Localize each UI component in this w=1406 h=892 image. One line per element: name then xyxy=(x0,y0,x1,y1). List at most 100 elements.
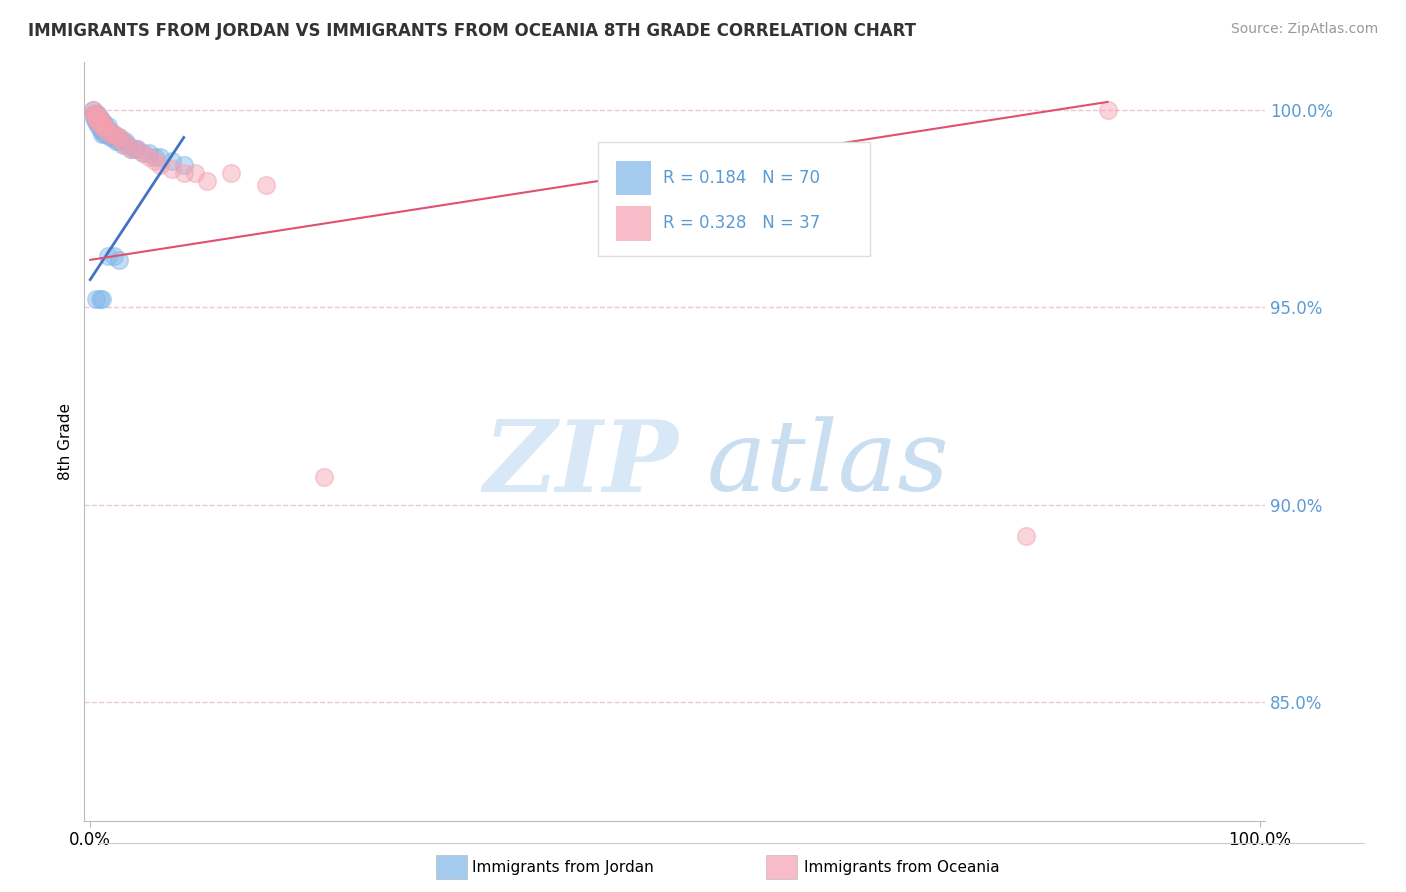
Point xyxy=(90,114,112,128)
Point xyxy=(132,146,155,161)
Point xyxy=(117,138,139,153)
Point xyxy=(90,119,112,133)
Point xyxy=(84,111,107,125)
Point xyxy=(111,135,134,149)
Point xyxy=(120,142,142,156)
Point xyxy=(138,150,160,164)
Point xyxy=(90,122,112,136)
Text: R = 0.184   N = 70: R = 0.184 N = 70 xyxy=(664,169,820,186)
Point xyxy=(97,119,120,133)
FancyBboxPatch shape xyxy=(616,161,651,195)
Point xyxy=(84,111,107,125)
Point xyxy=(83,111,105,125)
Point xyxy=(84,114,107,128)
Text: ZIP: ZIP xyxy=(482,416,678,513)
Point xyxy=(160,154,183,169)
Point xyxy=(104,135,127,149)
Point xyxy=(83,107,105,121)
Point xyxy=(107,135,129,149)
Point xyxy=(89,293,111,307)
Point xyxy=(90,114,112,128)
Point xyxy=(1097,103,1119,117)
Point xyxy=(91,122,114,136)
Point xyxy=(90,114,112,128)
Point xyxy=(90,293,112,307)
Point xyxy=(173,166,195,180)
Point xyxy=(219,166,242,180)
Point xyxy=(87,111,110,125)
Point xyxy=(86,111,108,125)
FancyBboxPatch shape xyxy=(598,142,870,256)
Point xyxy=(90,114,112,128)
Point xyxy=(93,119,115,133)
Text: Immigrants from Jordan: Immigrants from Jordan xyxy=(472,860,654,874)
Point xyxy=(143,154,166,169)
Point xyxy=(97,122,120,136)
Text: Source: ZipAtlas.com: Source: ZipAtlas.com xyxy=(1230,22,1378,37)
Point xyxy=(86,107,108,121)
Point xyxy=(84,111,107,125)
Point xyxy=(84,107,107,121)
Point xyxy=(124,142,146,156)
Point xyxy=(173,158,195,172)
Point xyxy=(108,130,131,145)
Point xyxy=(94,122,117,136)
Point xyxy=(87,119,110,133)
Point xyxy=(108,130,131,145)
Text: atlas: atlas xyxy=(707,417,950,512)
Text: Immigrants from Oceania: Immigrants from Oceania xyxy=(804,860,1000,874)
Point xyxy=(97,249,120,263)
Point xyxy=(101,130,124,145)
Point xyxy=(87,114,110,128)
Point xyxy=(125,142,148,156)
Point xyxy=(1015,529,1038,543)
Text: IMMIGRANTS FROM JORDAN VS IMMIGRANTS FROM OCEANIA 8TH GRADE CORRELATION CHART: IMMIGRANTS FROM JORDAN VS IMMIGRANTS FRO… xyxy=(28,22,917,40)
Point xyxy=(100,127,122,141)
Point xyxy=(90,122,112,136)
Point xyxy=(84,107,107,121)
Point xyxy=(120,142,142,156)
Point xyxy=(89,111,111,125)
Point xyxy=(96,122,118,136)
Point xyxy=(83,111,105,125)
Point xyxy=(254,178,277,192)
Point xyxy=(90,122,112,136)
Point xyxy=(82,103,104,117)
Point xyxy=(111,135,134,149)
Point xyxy=(195,174,218,188)
Point xyxy=(86,114,108,128)
Point xyxy=(84,293,107,307)
Point xyxy=(149,158,172,172)
Point xyxy=(114,138,136,153)
Point xyxy=(97,127,120,141)
Point xyxy=(184,166,207,180)
FancyBboxPatch shape xyxy=(616,206,651,241)
Point xyxy=(143,150,166,164)
Point xyxy=(103,127,125,141)
Point xyxy=(97,127,120,141)
Point xyxy=(104,130,127,145)
Text: R = 0.328   N = 37: R = 0.328 N = 37 xyxy=(664,214,820,232)
Point xyxy=(103,249,125,263)
Point xyxy=(83,107,105,121)
Point xyxy=(90,119,112,133)
Point xyxy=(86,111,108,125)
Point xyxy=(86,107,108,121)
Point xyxy=(312,470,335,484)
Point xyxy=(104,130,127,145)
Point xyxy=(160,162,183,177)
Point xyxy=(90,114,112,128)
Point xyxy=(89,114,111,128)
Point xyxy=(89,119,111,133)
Point xyxy=(103,127,125,141)
Point xyxy=(89,111,111,125)
Point xyxy=(125,142,148,156)
Point xyxy=(87,114,110,128)
Point xyxy=(89,114,111,128)
Point xyxy=(114,135,136,149)
Point xyxy=(93,119,115,133)
Point xyxy=(90,127,112,141)
Point xyxy=(91,114,114,128)
Point xyxy=(82,103,104,117)
Point xyxy=(94,122,117,136)
